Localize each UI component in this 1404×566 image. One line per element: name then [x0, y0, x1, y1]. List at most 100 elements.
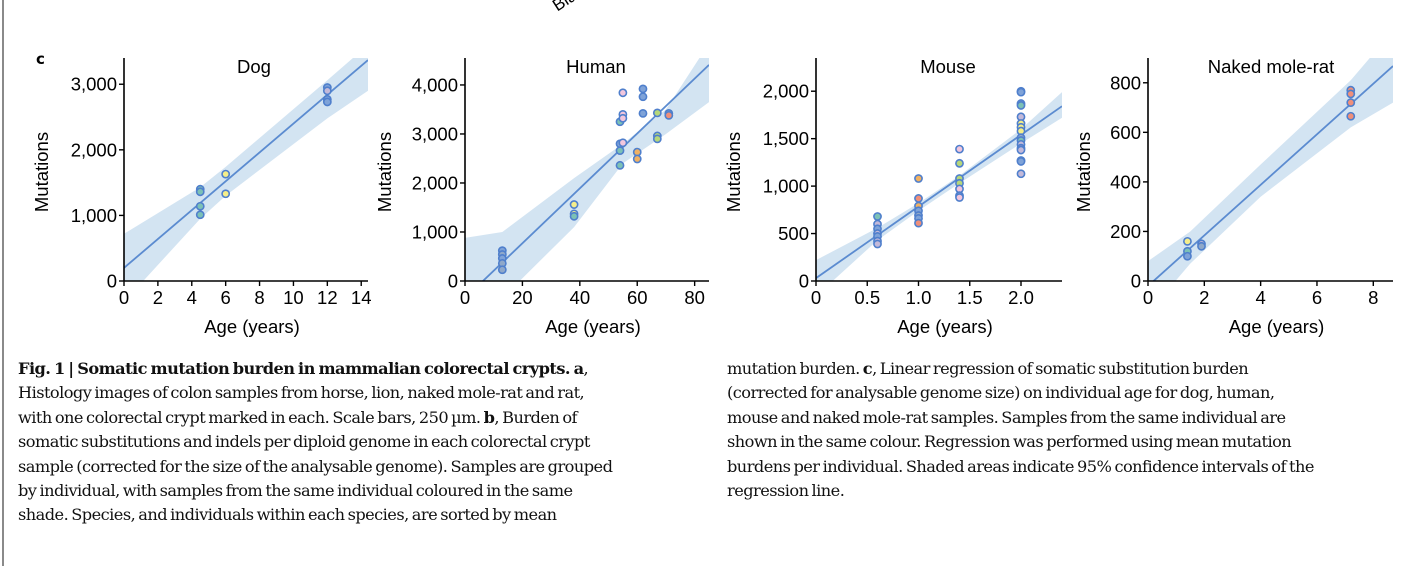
data-point — [632, 154, 642, 164]
caption-text: shade. Species, and individuals within e… — [18, 505, 557, 525]
y-tick-label: 600 — [1110, 122, 1141, 143]
x-tick-label: 80 — [684, 287, 705, 308]
y-tick-label: 1,500 — [763, 128, 809, 149]
plot-area — [124, 58, 368, 281]
y-tick-label: 400 — [1110, 171, 1141, 192]
data-point — [955, 193, 964, 202]
data-point — [914, 218, 923, 228]
caption-line: somatic substitutions and indels per dip… — [18, 430, 718, 454]
y-tick-label: 2,000 — [412, 172, 458, 193]
caption-text: Histology images of colon samples from h… — [18, 383, 585, 403]
data-point — [652, 134, 662, 144]
caption-line: with one colorectal crypt marked in each… — [18, 406, 718, 430]
plot-title: Dog — [237, 56, 271, 77]
data-point — [615, 160, 625, 170]
caption-text: , — [583, 359, 589, 378]
data-point — [618, 88, 628, 98]
data-point — [618, 138, 628, 148]
plot-title: Human — [566, 56, 626, 77]
caption-line: (corrected for analysable genome size) o… — [727, 381, 1404, 405]
data-point — [569, 200, 579, 209]
y-axis-label: Mutations — [374, 132, 395, 212]
data-point — [1346, 111, 1356, 121]
figure-caption-right: mutation burden. c, Linear regression of… — [727, 357, 1404, 503]
caption-line: mouse and naked mole-rat samples. Sample… — [727, 406, 1404, 430]
x-axis-label: Age (years) — [897, 316, 993, 337]
data-point — [1346, 98, 1356, 107]
y-tick-label: 0 — [1131, 271, 1141, 292]
y-tick-label: 2,000 — [71, 139, 117, 160]
data-point — [322, 97, 332, 107]
x-tick-label: 20 — [512, 287, 533, 308]
y-axis-label: Mutations — [31, 132, 52, 212]
caption-text: shown in the same colour. Regression was… — [727, 432, 1292, 452]
y-tick-label: 1,000 — [763, 176, 809, 197]
data-point — [914, 174, 923, 183]
caption-bold-text: b — [483, 407, 495, 427]
caption-line: sample (corrected for the size of the an… — [18, 455, 718, 479]
x-tick-label: 12 — [317, 287, 338, 308]
data-point — [1016, 157, 1026, 166]
caption-line: mutation burden. c, Linear regression of… — [727, 357, 1404, 381]
data-point — [873, 212, 882, 221]
plot-mouse: 0 0.5 1.0 1.5 2.0 0 500 1,000 1,500 2,000 Mouse Age… — [723, 56, 1062, 337]
caption-line: regression line. — [727, 479, 1404, 503]
x-tick-label: 40 — [570, 287, 591, 308]
caption-text: mouse and naked mole-rat samples. Sample… — [727, 407, 1286, 427]
x-tick-label: 2 — [153, 287, 163, 308]
caption-text: burdens per individual. Shaded areas ind… — [727, 456, 1314, 476]
caption-line: shown in the same colour. Regression was… — [727, 430, 1404, 454]
caption-bold-text: Fig. 1 | Somatic mutation burden in mamm… — [18, 359, 584, 378]
caption-text: somatic substitutions and indels per dip… — [18, 432, 590, 452]
data-point — [615, 146, 625, 156]
data-point — [914, 194, 923, 203]
caption-line: Histology images of colon samples from h… — [18, 381, 718, 405]
plot-title: Mouse — [920, 56, 976, 77]
y-tick-label: 800 — [1110, 72, 1141, 93]
caption-text: with one colorectal crypt marked in each… — [18, 407, 484, 427]
caption-text: regression line. — [727, 481, 845, 501]
y-tick-label: 4,000 — [412, 74, 458, 95]
data-point — [221, 189, 231, 199]
x-tick-label: 0 — [460, 287, 470, 308]
x-tick-label: 14 — [351, 287, 372, 308]
y-tick-label: 200 — [1110, 221, 1141, 242]
x-tick-label: 2 — [1199, 287, 1209, 308]
caption-line: by individual, with samples from the sam… — [18, 479, 718, 503]
data-point — [195, 187, 205, 197]
data-point — [1016, 169, 1026, 179]
y-tick-label: 0 — [799, 271, 809, 292]
data-point — [195, 201, 205, 211]
data-point — [322, 86, 332, 96]
x-tick-label: 10 — [283, 287, 304, 308]
x-axis-label: Age (years) — [545, 316, 641, 337]
y-axis-label: Mutations — [723, 132, 744, 212]
data-point — [1346, 89, 1356, 99]
x-tick-label: 0 — [1143, 287, 1153, 308]
data-point — [497, 265, 507, 275]
plot-title: Naked mole-rat — [1208, 56, 1334, 77]
data-point — [1183, 236, 1192, 246]
y-tick-label: 3,000 — [412, 123, 458, 144]
y-tick-label: 1,000 — [412, 221, 458, 242]
x-tick-label: 6 — [221, 287, 231, 308]
data-point — [569, 211, 579, 221]
caption-text: mutation burden. — [727, 359, 863, 378]
x-tick-label: 0 — [811, 287, 821, 308]
data-point — [638, 92, 648, 102]
data-point — [1016, 145, 1026, 155]
data-point — [1016, 101, 1026, 110]
y-tick-label: 0 — [448, 271, 458, 292]
caption-line: burdens per individual. Shaded areas ind… — [727, 455, 1404, 479]
x-tick-label: 4 — [1255, 287, 1265, 308]
caption-text: by individual, with samples from the sam… — [18, 481, 573, 501]
confidence-band — [1148, 58, 1393, 281]
caption-line: Fig. 1 | Somatic mutation burden in mamm… — [18, 357, 718, 381]
data-point — [1197, 241, 1206, 251]
data-point — [1183, 251, 1192, 261]
data-point — [221, 169, 231, 179]
caption-text: sample (corrected for the size of the an… — [18, 456, 613, 476]
data-point — [955, 158, 964, 168]
plot-naked-mole-rat: 0 2 4 6 8 0 200 400 600 800 Naked mole-rat Age (yea… — [1073, 56, 1393, 337]
x-tick-label: 1.0 — [906, 287, 932, 308]
